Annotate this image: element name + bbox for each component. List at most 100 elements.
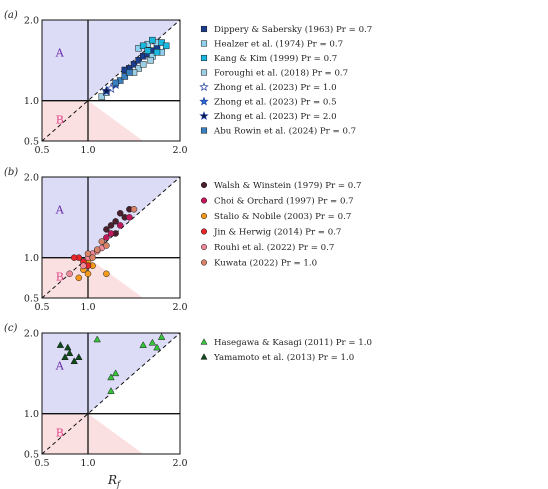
- legend-marker: [200, 228, 208, 235]
- region-b: [42, 100, 144, 141]
- legend-label: Choi & Orchard (1997) Pr = 0.7: [214, 196, 354, 207]
- legend-label: Zhong et al. (2023) Pr = 0.5: [214, 97, 337, 108]
- legend-label: Kang & Kim (1999) Pr = 0.7: [214, 53, 337, 64]
- panel-a: A B (a) 0.5 1.0 2.0 0.5 1.0 2.0 Dippery & Sabersk…: [4, 10, 372, 156]
- legend-marker: [200, 181, 208, 189]
- data-point: [107, 373, 115, 381]
- plot-frame: [41, 176, 181, 299]
- x-axis-label-main: R: [107, 473, 117, 487]
- legend-marker: [199, 96, 209, 106]
- legend-label: Yamamoto et al. (2013) Pr = 1.0: [213, 352, 354, 363]
- data-point: [89, 254, 96, 261]
- data-point: [56, 341, 65, 348]
- data-point: [103, 270, 110, 278]
- region-label-b: B: [56, 426, 64, 439]
- y-tick-label: 0.5: [24, 450, 39, 461]
- data-point: [107, 230, 115, 237]
- data-point: [84, 250, 92, 257]
- region-label-a: A: [55, 203, 65, 216]
- data-point: [126, 69, 133, 76]
- legend-marker: [200, 197, 208, 204]
- region-label-b: B: [56, 270, 64, 283]
- data-point: [107, 387, 115, 394]
- legend-marker: [200, 40, 208, 47]
- data-point: [103, 242, 110, 249]
- x-tick-label: 0.5: [34, 458, 49, 469]
- legend-marker: [200, 212, 208, 220]
- diagonal-dashed-line: [41, 176, 181, 299]
- data-point: [75, 274, 83, 282]
- x-tick-label: 2.0: [172, 458, 187, 469]
- x-tick-label: 0.5: [34, 302, 49, 313]
- y-tick-label: 2.0: [24, 329, 39, 340]
- data-point: [103, 234, 110, 241]
- x-tick-label: 2.0: [172, 302, 187, 313]
- plot-frame: [41, 19, 181, 142]
- x-tick-label: 1.0: [80, 302, 95, 313]
- data-point: [153, 343, 161, 351]
- legend-label: Jin & Herwig (2014) Pr = 0.7: [213, 227, 341, 238]
- region-b: [42, 257, 144, 298]
- data-point: [147, 57, 154, 64]
- y-tick-label: 1.0: [24, 253, 39, 264]
- data-point: [98, 238, 106, 245]
- data-point: [153, 49, 161, 56]
- data-point: [93, 246, 101, 253]
- y-tick-label: 2.0: [24, 173, 39, 184]
- region-a: [42, 333, 180, 414]
- x-tick-label: 0.5: [34, 145, 49, 156]
- legend-marker: [200, 25, 208, 33]
- data-point: [144, 47, 152, 54]
- legend-label: Healzer et al. (1974) Pr = 0.7: [214, 39, 343, 50]
- region-a: [42, 20, 180, 101]
- x-tick-label: 1.0: [80, 458, 95, 469]
- data-point: [116, 210, 124, 217]
- y-tick-label: 1.0: [24, 96, 39, 107]
- legend-marker: [200, 54, 208, 62]
- legend-label: Zhong et al. (2023) Pr = 2.0: [214, 111, 337, 122]
- data-point: [103, 226, 110, 233]
- data-point: [139, 61, 147, 68]
- data-point: [64, 343, 72, 351]
- y-tick-label: 2.0: [24, 16, 39, 27]
- legend-marker: [200, 69, 208, 76]
- data-point: [84, 270, 92, 278]
- region-label-a: A: [55, 359, 65, 372]
- data-point: [93, 335, 101, 343]
- region-label-a: A: [55, 46, 65, 59]
- data-point: [75, 353, 83, 360]
- data-point: [116, 222, 124, 229]
- data-point: [112, 218, 119, 225]
- legend-label: Foroughi et al. (2018) Pr = 0.7: [214, 68, 348, 79]
- data-point: [70, 254, 78, 261]
- y-tick-label: 0.5: [24, 294, 39, 305]
- legend-label: Abu Rowin et al. (2024) Pr = 0.7: [213, 126, 356, 137]
- legend-label: Rouhi et al. (2022) Pr = 0.7: [214, 242, 334, 253]
- x-axis-label-subscript: f: [116, 480, 122, 489]
- legend-label: Hasegawa & Kasagi (2011) Pr = 1.0: [214, 337, 372, 348]
- x-axis-label: Rf: [107, 473, 122, 489]
- plot-frame: [41, 332, 181, 455]
- data-point: [139, 42, 147, 50]
- legend-marker: [200, 338, 208, 345]
- legend-label: Zhong et al. (2023) Pr = 1.0: [214, 82, 337, 93]
- panel-label: (b): [4, 167, 18, 178]
- legend-label: Dippery & Sabersky (1963) Pr = 0.7: [214, 24, 372, 35]
- y-tick-label: 1.0: [24, 409, 39, 420]
- data-point: [130, 206, 138, 213]
- data-point: [130, 61, 138, 68]
- data-point: [61, 353, 69, 360]
- panel-b: A B (b) 0.5 1.0 2.0 0.5 1.0 2.0 Walsh & Winstein …: [4, 167, 361, 313]
- data-point: [111, 369, 120, 377]
- data-point: [70, 357, 78, 365]
- region-label-b: B: [56, 113, 64, 126]
- region-b: [42, 413, 144, 454]
- panel-c: A B (c) 0.5 1.0 2.0 0.5 1.0 2.0 Hasegawa & Kasagi…: [4, 323, 372, 469]
- data-point: [162, 42, 170, 50]
- data-point: [107, 222, 115, 229]
- diagonal-dashed-line: [41, 19, 181, 142]
- data-point: [126, 214, 133, 221]
- legend-marker: [200, 243, 208, 251]
- data-point: [101, 85, 112, 96]
